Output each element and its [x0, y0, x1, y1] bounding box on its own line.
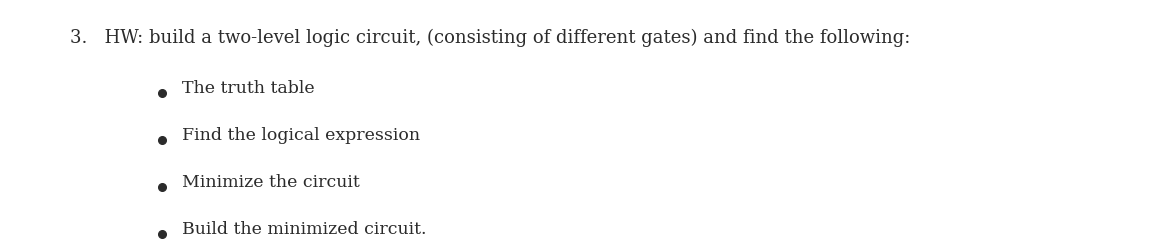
Text: Find the logical expression: Find the logical expression [182, 127, 421, 144]
Text: Minimize the circuit: Minimize the circuit [182, 174, 360, 191]
Text: Build the minimized circuit.: Build the minimized circuit. [182, 221, 427, 238]
Text: 3.   HW: build a two-level logic circuit, (consisting of different gates) and fi: 3. HW: build a two-level logic circuit, … [70, 29, 911, 47]
Text: The truth table: The truth table [182, 80, 315, 97]
